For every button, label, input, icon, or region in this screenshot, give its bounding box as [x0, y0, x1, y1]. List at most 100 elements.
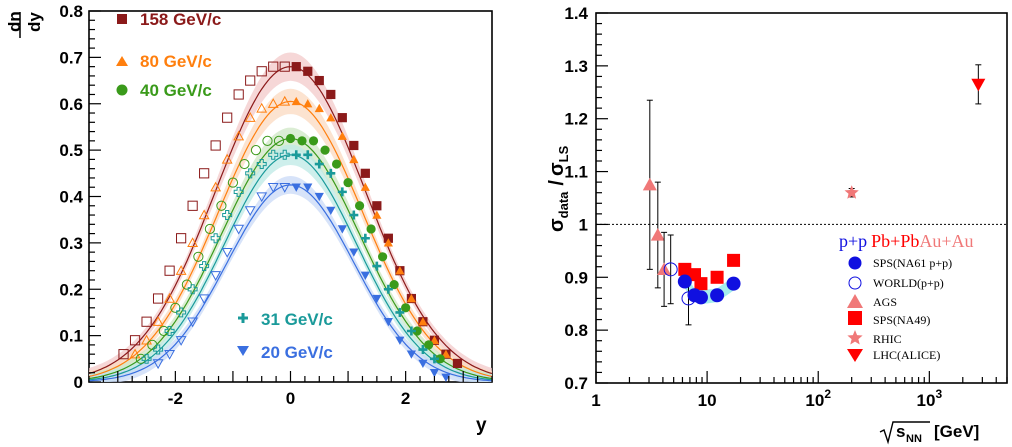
left-y-tick-label: 0.2 — [59, 280, 83, 299]
right-y-tick-label: 1.3 — [564, 57, 588, 76]
data-point-ags — [642, 177, 657, 191]
right-ticks: 1 10 102 103 0.7 0.8 0.9 1 1.1 1.2 1.3 1.4 — [564, 4, 1008, 410]
sqrt-sign — [879, 421, 930, 445]
legend-label-na49: SPS(NA49) — [873, 313, 930, 327]
legend-header-pbpb: Pb+Pb — [871, 231, 919, 251]
data-point-4 — [429, 369, 440, 378]
data-point-0 — [279, 61, 290, 72]
legend-header: p+p Pb+PbAu+Au — [839, 231, 974, 251]
right-x-tick-label: 1 — [591, 391, 600, 410]
data-point-3 — [337, 187, 347, 197]
right-xlabel-sub: NN — [906, 433, 922, 445]
left-xlabel: y — [476, 415, 487, 436]
right-xlabel: s NN [GeV] — [879, 421, 979, 445]
data-point-3 — [418, 345, 428, 355]
data-point-0 — [360, 168, 370, 178]
data-point-4 — [244, 206, 256, 217]
data-point-2 — [389, 280, 399, 290]
data-point-1 — [198, 209, 210, 220]
data-point-0 — [152, 293, 164, 304]
data-point-3 — [383, 284, 393, 294]
data-point-1 — [187, 237, 199, 248]
data-point-4 — [175, 336, 187, 346]
data-point-2 — [227, 177, 239, 188]
data-point-4 — [198, 294, 210, 305]
data-point-1 — [349, 154, 359, 164]
data-point-1 — [141, 334, 153, 345]
data-point-3 — [210, 233, 221, 244]
legend-marker-rhic — [847, 330, 863, 345]
right-x-tick-label: 10 — [698, 391, 717, 410]
legend-marker-na61 — [848, 256, 862, 270]
right-xlabel-unit: [GeV] — [934, 422, 979, 441]
data-point-1 — [175, 265, 187, 275]
data-point-1 — [256, 102, 268, 113]
data-point-4 — [256, 192, 268, 203]
left-ticks: -2 0 2 0 0.1 0.2 0.3 0.4 0.5 0.6 0.7 0.8 — [59, 2, 493, 408]
data-point-0 — [291, 62, 301, 72]
data-point-2 — [262, 135, 273, 146]
data-point-4 — [221, 247, 233, 258]
data-point-3 — [360, 233, 370, 243]
data-point-1 — [406, 293, 416, 303]
data-point-lhc-alice- — [971, 78, 986, 92]
left-y-tick-label: 0 — [74, 373, 83, 392]
data-point-3 — [291, 150, 301, 160]
legend-marker-lhc — [847, 349, 863, 362]
data-point-3 — [199, 261, 210, 272]
data-point-3 — [256, 159, 267, 170]
data-point-3 — [222, 210, 233, 221]
left-panel: -2 0 2 0 0.1 0.2 0.3 0.4 0.5 0.6 0.7 0.8 dn dy y 15… — [5, 2, 493, 436]
right-ylabel-num: σ — [546, 218, 568, 232]
left-x-tick-label: -2 — [168, 389, 183, 408]
legend-label-ags: AGS — [873, 295, 897, 309]
data-point-0 — [210, 140, 221, 151]
left-ylabel-bottom: dy — [25, 12, 44, 32]
data-point-2 — [250, 145, 262, 156]
data-point-3 — [303, 150, 313, 160]
data-point-3 — [429, 354, 439, 364]
data-point-0 — [372, 201, 382, 211]
data-point-0 — [233, 89, 244, 100]
right-ylabel-den: σ — [546, 162, 568, 176]
left-bands — [89, 52, 492, 383]
data-point-4 — [337, 225, 347, 234]
right-ylabel-den-sub: LS — [556, 145, 571, 162]
band-4 — [89, 176, 492, 382]
data-point-0 — [337, 113, 347, 123]
data-point-1 — [372, 210, 382, 219]
fit-curve-1 — [88, 100, 493, 377]
data-point-4 — [406, 350, 416, 359]
data-point-3 — [326, 168, 336, 178]
data-point-3 — [349, 210, 359, 220]
data-point-1 — [267, 98, 279, 108]
data-point-3 — [406, 326, 416, 336]
data-point-1 — [129, 348, 141, 359]
data-point-2 — [331, 159, 342, 169]
right-y-tick-label: 1.1 — [564, 163, 588, 182]
data-point-1 — [244, 112, 256, 122]
data-point-1 — [314, 103, 324, 113]
left-x-tick-label: 0 — [286, 389, 295, 408]
data-point-3 — [372, 261, 382, 271]
right-x-tick-exponent: 2 — [824, 387, 831, 401]
left-ylabel-top: dn — [5, 11, 24, 32]
data-point-1 — [221, 153, 233, 164]
data-point-1 — [279, 95, 291, 106]
data-point-4 — [279, 183, 291, 193]
data-point-3 — [141, 353, 152, 364]
data-point-sps-na61-p-p- — [693, 290, 708, 305]
data-point-2 — [297, 136, 307, 146]
left-y-tick-label: 0.8 — [59, 2, 83, 21]
legend-label-158: 158 GeV/c — [140, 10, 221, 29]
data-point-4 — [164, 349, 176, 360]
right-points — [642, 64, 986, 326]
data-point-1 — [303, 99, 313, 108]
right-y-tick-label: 1.2 — [564, 110, 588, 129]
legend-marker-158 — [117, 14, 127, 24]
left-y-tick-label: 0.4 — [59, 188, 83, 207]
data-point-0 — [268, 61, 279, 72]
right-x-tick-label: 102 — [805, 387, 831, 410]
data-point-sps-na61-p-p- — [710, 288, 725, 303]
